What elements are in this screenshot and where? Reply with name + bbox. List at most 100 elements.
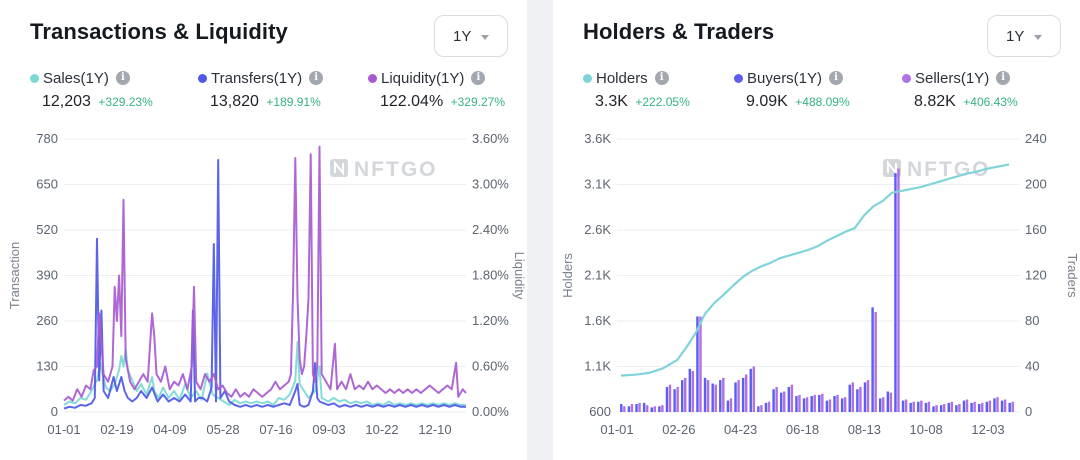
liquidity-dot-icon bbox=[368, 73, 377, 83]
y2-tick-label: 3.60% bbox=[472, 131, 509, 146]
panel-title: Transactions & Liquidity bbox=[30, 19, 288, 44]
buyers-bar bbox=[779, 392, 783, 412]
sellers-bar bbox=[737, 380, 740, 412]
info-icon[interactable]: i bbox=[471, 71, 486, 85]
buyers-bar bbox=[787, 386, 791, 412]
buyers-bar bbox=[1008, 402, 1011, 412]
sellers-bar bbox=[889, 392, 893, 412]
sellers-bar bbox=[927, 401, 931, 412]
stat-value: 9.09K bbox=[746, 93, 788, 110]
stat-value: 13,820 bbox=[210, 93, 259, 110]
range-select-value: 1Y bbox=[453, 28, 472, 45]
buyers-bar bbox=[886, 391, 890, 412]
info-icon[interactable]: i bbox=[829, 71, 844, 85]
sellers-bar bbox=[996, 397, 999, 412]
buyers-bar bbox=[741, 377, 745, 412]
sellers-bar bbox=[813, 394, 816, 412]
sellers-bar bbox=[661, 405, 664, 412]
x-tick-label: 01-01 bbox=[600, 422, 633, 437]
x-tick-label: 10-22 bbox=[365, 422, 398, 437]
sellers-bar bbox=[866, 380, 870, 412]
y-tick-label: 2.6K bbox=[584, 222, 611, 237]
watermark-text: NFTGO bbox=[354, 158, 438, 181]
buyers-bar bbox=[703, 377, 707, 412]
sellers-bar bbox=[706, 380, 710, 412]
buyers-bar bbox=[947, 402, 950, 412]
stat-transfers: Transfers(1Y) i 13,820 +189.91% bbox=[198, 68, 324, 111]
transfers-line bbox=[63, 159, 466, 410]
y-tick-label: 650 bbox=[36, 177, 58, 192]
stat-value: 3.3K bbox=[595, 93, 628, 110]
y-tick-label: 520 bbox=[36, 222, 58, 237]
range-select[interactable]: 1Y bbox=[987, 15, 1061, 57]
sellers-bar bbox=[836, 394, 839, 412]
y2-tick-label: 240 bbox=[1025, 131, 1047, 146]
sellers-bar bbox=[942, 404, 946, 412]
chevron-down-icon bbox=[481, 35, 489, 40]
buyers-bar bbox=[642, 402, 646, 412]
buyers-bar bbox=[734, 382, 737, 412]
y2-tick-label: 120 bbox=[1025, 268, 1047, 283]
range-select-value: 1Y bbox=[1006, 28, 1025, 45]
buyers-bar bbox=[772, 389, 775, 412]
info-icon[interactable]: i bbox=[996, 71, 1011, 85]
legend-toggle-buyers[interactable]: Buyers(1Y) i bbox=[734, 68, 850, 88]
legend-toggle-sellers[interactable]: Sellers(1Y) i bbox=[902, 68, 1018, 88]
y-axis-title: Holders bbox=[560, 253, 575, 298]
legend-toggle-liquidity[interactable]: Liquidity(1Y) i bbox=[368, 68, 505, 88]
x-tick-label: 12-03 bbox=[971, 422, 1004, 437]
sellers-bar bbox=[920, 400, 923, 412]
stat-value: 12,203 bbox=[42, 93, 91, 110]
buyers-bar bbox=[810, 396, 813, 412]
x-tick-label: 08-13 bbox=[848, 422, 881, 437]
buyers-bar bbox=[970, 402, 973, 412]
y2-axis-title: Liquidity bbox=[512, 252, 527, 300]
sellers-bar bbox=[638, 402, 641, 412]
sellers-bar bbox=[623, 406, 626, 412]
y2-axis-title: Traders bbox=[1065, 253, 1080, 298]
sellers-bar bbox=[828, 399, 832, 412]
sellers-bar bbox=[752, 366, 756, 412]
sellers-bar bbox=[882, 397, 885, 412]
stat-label: Sales(1Y) bbox=[43, 69, 109, 87]
nftgo-watermark: NFTGO bbox=[883, 158, 989, 181]
holders-traders-chart[interactable]: 600 0 1.1K 40 1.6K 80 2.1K 120 2.6K 160 3.1K 200 3.6… bbox=[553, 0, 1080, 460]
buyers-bar bbox=[680, 380, 684, 412]
stat-change: +488.09% bbox=[795, 95, 850, 109]
sellers-bar bbox=[699, 316, 702, 412]
stat-label: Holders bbox=[596, 69, 648, 87]
stat-change: +329.23% bbox=[98, 95, 153, 109]
transactions-liquidity-chart[interactable]: 0 0.00% 130 0.60% 260 1.20% 390 1.80% 520 2.40% 65… bbox=[0, 0, 527, 460]
y-tick-label: 3.6K bbox=[584, 131, 611, 146]
legend-toggle-holders[interactable]: Holders i bbox=[583, 68, 690, 88]
sellers-bar bbox=[935, 405, 938, 412]
info-icon[interactable]: i bbox=[654, 71, 669, 85]
stat-label: Transfers(1Y) bbox=[211, 69, 303, 87]
holders-dot-icon bbox=[583, 73, 592, 83]
buyers-dot-icon bbox=[734, 73, 743, 83]
legend-toggle-sales[interactable]: Sales(1Y) i bbox=[30, 68, 153, 88]
sellers-bar bbox=[981, 402, 984, 412]
x-tick-label: 04-23 bbox=[724, 422, 757, 437]
info-icon[interactable]: i bbox=[309, 71, 324, 85]
stat-change: +329.27% bbox=[450, 95, 506, 109]
buyers-bar bbox=[1000, 400, 1004, 412]
info-icon[interactable]: i bbox=[115, 71, 130, 85]
y2-tick-label: 3.00% bbox=[472, 177, 509, 192]
x-tick-label: 02-19 bbox=[100, 422, 133, 437]
buyers-bar bbox=[909, 402, 912, 412]
legend-toggle-transfers[interactable]: Transfers(1Y) i bbox=[198, 68, 324, 88]
chevron-down-icon bbox=[1034, 35, 1042, 40]
buyers-bar bbox=[673, 389, 676, 412]
sellers-bar bbox=[790, 384, 794, 412]
buyers-bar bbox=[802, 398, 806, 412]
sellers-bar bbox=[668, 384, 672, 412]
buyers-bar bbox=[932, 406, 935, 412]
sellers-bar bbox=[851, 382, 855, 412]
range-select[interactable]: 1Y bbox=[434, 15, 508, 57]
panel-title: Holders & Traders bbox=[583, 19, 775, 44]
x-tick-label: 04-09 bbox=[153, 422, 186, 437]
stat-holders: Holders i 3.3K +222.05% bbox=[583, 68, 690, 111]
y2-tick-label: 0.60% bbox=[472, 359, 509, 374]
buyers-bar bbox=[977, 404, 981, 412]
